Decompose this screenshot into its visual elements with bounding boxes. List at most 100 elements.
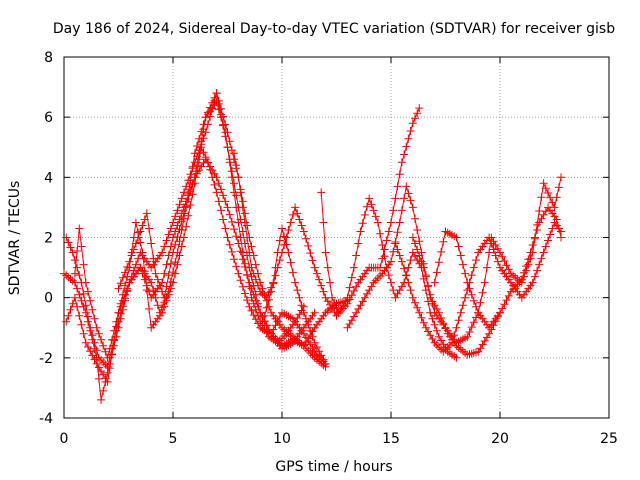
data-point	[164, 290, 173, 299]
data-point	[428, 299, 437, 308]
y-tick-label: 8	[44, 50, 53, 66]
data-point	[275, 256, 284, 265]
data-point	[182, 202, 191, 211]
data-point	[219, 215, 228, 224]
data-point	[219, 120, 228, 129]
data-point	[127, 251, 136, 260]
data-point	[129, 245, 138, 254]
data-point	[360, 210, 369, 219]
data-point	[389, 206, 398, 215]
data-point	[323, 297, 332, 306]
data-point	[456, 345, 465, 354]
data-point	[315, 275, 324, 284]
data-point	[282, 339, 291, 348]
data-point	[452, 323, 461, 332]
series-sat-k	[408, 173, 565, 347]
data-point	[380, 245, 389, 254]
data-point	[243, 296, 252, 305]
data-point	[68, 248, 77, 257]
data-point	[404, 278, 413, 287]
data-point	[199, 120, 208, 129]
data-point	[177, 194, 186, 203]
data-point	[147, 239, 156, 248]
data-point	[160, 302, 169, 311]
data-point	[330, 298, 339, 307]
data-point	[533, 266, 542, 275]
data-point	[212, 98, 221, 107]
data-point	[149, 254, 158, 263]
data-point	[424, 281, 433, 290]
data-point	[349, 312, 358, 321]
data-point	[92, 323, 101, 332]
data-point	[428, 335, 437, 343]
axis-ticks	[63, 56, 610, 419]
x-tick-labels: 0 5 10 15 20 25	[60, 431, 618, 447]
data-point	[249, 290, 258, 299]
data-point	[254, 281, 262, 290]
data-point	[97, 335, 106, 344]
data-point	[254, 319, 262, 328]
data-point	[225, 158, 234, 167]
data-point	[500, 257, 509, 265]
data-point	[421, 272, 430, 281]
data-point	[240, 218, 249, 227]
data-point	[64, 238, 73, 247]
data-point	[426, 290, 435, 299]
data-point	[75, 311, 84, 320]
data-point	[400, 150, 409, 159]
x-tick-label: 10	[273, 431, 291, 447]
data-point	[326, 300, 334, 309]
data-point	[234, 239, 243, 248]
data-point	[306, 249, 315, 258]
data-point	[171, 212, 180, 221]
data-point	[476, 344, 485, 353]
data-point	[291, 278, 300, 287]
data-point	[131, 239, 140, 248]
data-point	[260, 291, 269, 300]
data-point	[498, 304, 507, 313]
data-point	[166, 224, 175, 233]
data-point	[537, 254, 546, 263]
data-point	[184, 211, 193, 220]
data-point	[315, 357, 324, 366]
data-point	[142, 209, 151, 218]
data-point	[347, 316, 356, 325]
data-point	[472, 256, 480, 265]
x-tick-label: 20	[491, 431, 509, 447]
data-point	[413, 303, 422, 312]
data-point	[73, 302, 82, 311]
data-point	[326, 278, 334, 287]
data-point	[504, 291, 513, 300]
data-point	[234, 173, 243, 182]
data-point	[271, 321, 280, 330]
data-point	[275, 236, 284, 245]
data-point	[411, 239, 419, 248]
data-point	[480, 278, 489, 287]
data-point	[92, 346, 101, 355]
data-point	[269, 279, 278, 288]
data-point	[212, 173, 221, 182]
data-point	[437, 247, 446, 256]
data-point	[125, 257, 134, 266]
data-point	[260, 311, 269, 320]
data-point	[230, 255, 238, 264]
data-point	[419, 318, 428, 327]
data-point	[88, 305, 97, 314]
data-point	[378, 241, 387, 249]
data-point	[557, 173, 565, 182]
data-point	[345, 320, 354, 328]
data-point	[70, 256, 79, 265]
series-sat-j	[391, 218, 565, 356]
data-point	[182, 222, 191, 231]
data-point	[210, 93, 219, 102]
y-tick-label: -4	[39, 411, 53, 427]
data-point	[251, 260, 260, 269]
data-point	[554, 183, 563, 192]
data-point	[169, 233, 177, 242]
data-point	[482, 263, 491, 272]
data-point	[454, 316, 463, 325]
data-point	[282, 233, 291, 242]
data-point	[77, 242, 86, 251]
data-point	[138, 248, 147, 257]
